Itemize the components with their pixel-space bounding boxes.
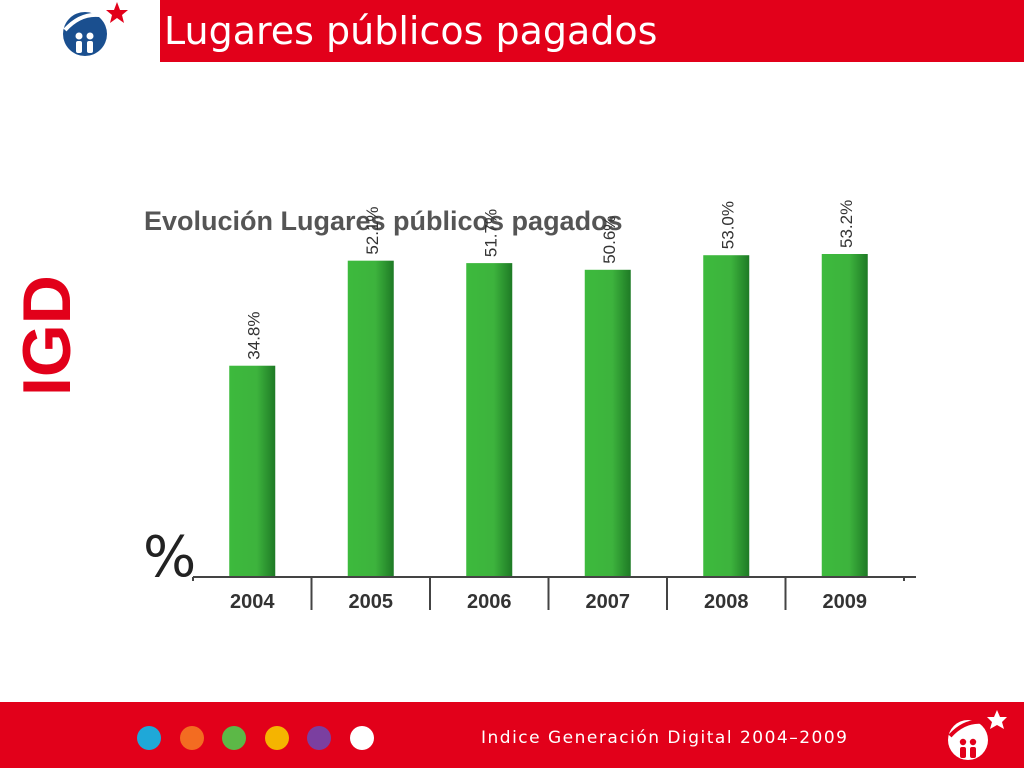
footer-text: Indice Generación Digital 2004–2009 [481, 728, 849, 748]
igd-logo-icon [63, 2, 128, 56]
footer-color-dot [307, 726, 331, 750]
footer-color-dot [137, 726, 161, 750]
data-label-2008: 53.0% [718, 201, 737, 249]
footer-bar [0, 702, 1024, 768]
igd-side-brand-text: IGD [18, 275, 80, 396]
bar-2008 [703, 255, 750, 577]
bar-2004 [229, 365, 276, 577]
y-axis-label: % [143, 525, 197, 590]
igd-logo-footer-icon [948, 710, 1007, 760]
igd-side-brand: IGD [18, 275, 80, 396]
data-label-2005: 52.1% [363, 206, 382, 254]
data-label-2009: 53.2% [837, 200, 856, 248]
data-label-2006: 51.7% [481, 209, 500, 257]
x-tick-label-2005: 2005 [349, 591, 394, 613]
chart-title: Evolución Lugares públicos pagados [144, 206, 623, 236]
bar-2007 [584, 269, 631, 577]
footer-color-dot [222, 726, 246, 750]
footer-color-dot [179, 726, 204, 750]
footer-color-dot [264, 726, 289, 750]
x-tick-label-2004: 2004 [230, 591, 275, 613]
slide-title: Lugares públicos pagados [164, 9, 658, 53]
x-tick-label-2009: 2009 [823, 591, 868, 613]
data-label-2004: 34.8% [244, 312, 263, 360]
x-tick-label-2006: 2006 [467, 591, 512, 613]
bar-2009 [821, 254, 868, 577]
bar-2006 [466, 263, 513, 577]
bar-2005 [347, 260, 394, 577]
title-bar: Lugares públicos pagados [160, 0, 1024, 62]
x-tick-label-2007: 2007 [586, 591, 631, 613]
data-label-2007: 50.6% [600, 216, 619, 264]
footer-color-dot [349, 726, 374, 750]
x-tick-label-2008: 2008 [704, 591, 749, 613]
